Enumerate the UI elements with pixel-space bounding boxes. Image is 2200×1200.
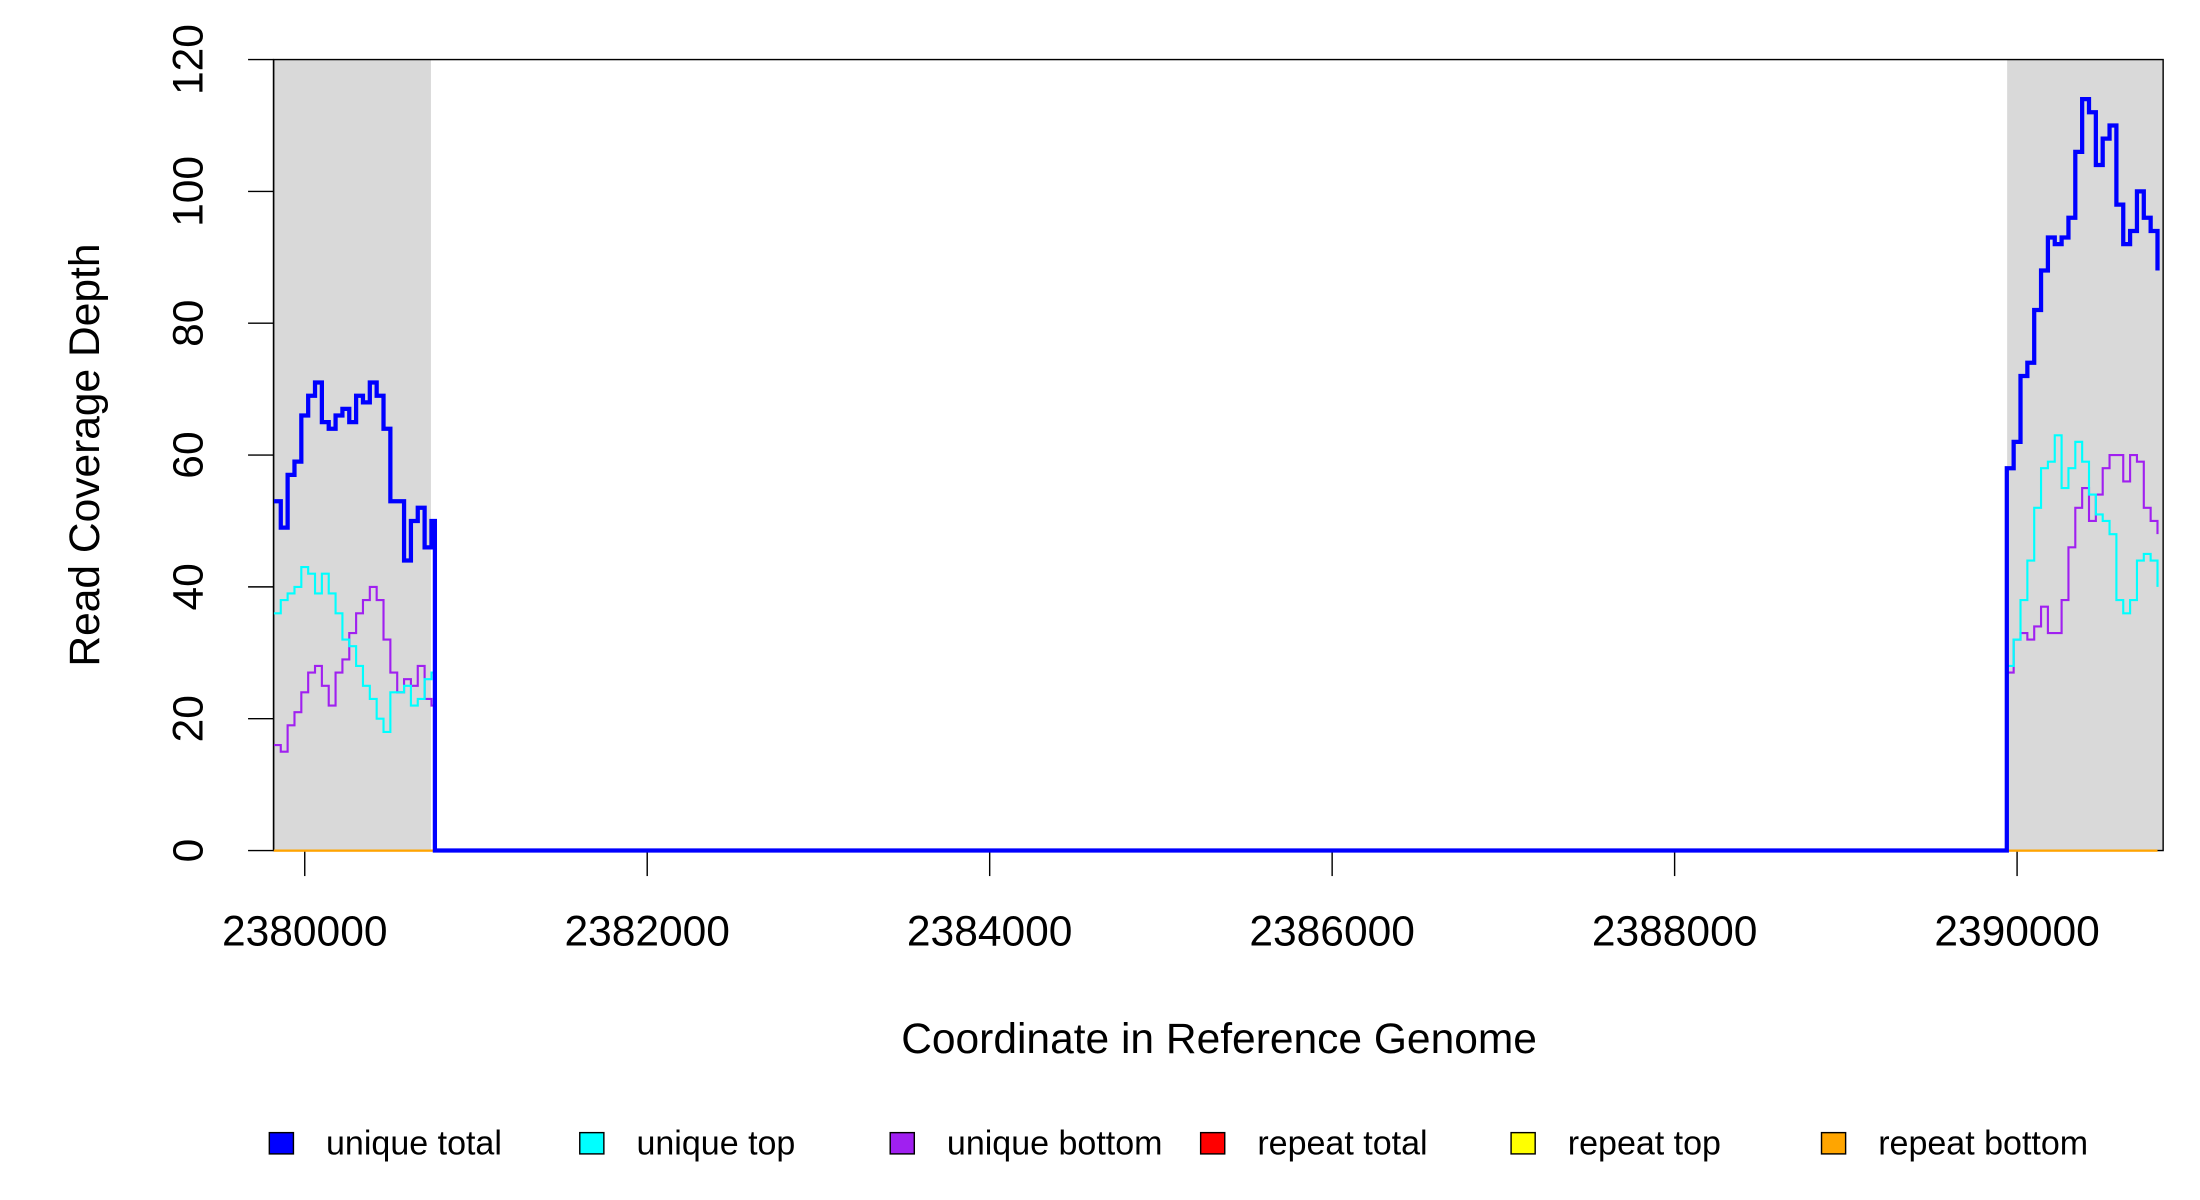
y-tick-label: 0	[166, 839, 213, 863]
coverage-line	[273, 453, 2159, 852]
plot-frame	[272, 58, 2164, 852]
legend-swatch	[1199, 1131, 1226, 1155]
highlight-region	[273, 59, 431, 851]
legend-label: repeat top	[1568, 1124, 1721, 1162]
legend-swatch	[1820, 1131, 1847, 1155]
legend-label: repeat bottom	[1878, 1124, 2088, 1162]
y-tick-label: 20	[166, 695, 213, 742]
x-tick-label: 2382000	[564, 908, 730, 955]
legend-swatch	[1510, 1131, 1536, 1155]
y-tick-label: 60	[166, 431, 213, 478]
legend-label: unique total	[326, 1124, 502, 1162]
legend-swatch	[889, 1131, 916, 1155]
x-tick-label: 2386000	[1249, 908, 1415, 955]
legend-swatch	[268, 1131, 295, 1155]
legend-swatch	[579, 1131, 605, 1155]
y-tick-label: 80	[166, 300, 213, 347]
x-tick-label: 2384000	[907, 908, 1073, 955]
legend-label: repeat total	[1257, 1124, 1427, 1162]
y-tick-label: 100	[166, 156, 213, 227]
coverage-line	[273, 96, 2160, 853]
legend-label: unique top	[636, 1124, 795, 1162]
x-tick-label: 2390000	[1934, 908, 2100, 955]
legend-label: unique bottom	[947, 1124, 1163, 1162]
x-axis-title: Coordinate in Reference Genome	[901, 1016, 1537, 1063]
coverage-line	[273, 434, 2159, 852]
x-tick-label: 2380000	[222, 908, 388, 955]
y-tick-label: 40	[166, 563, 213, 610]
highlight-region	[2007, 59, 2164, 851]
x-tick-label: 2388000	[1592, 908, 1758, 955]
y-tick-label: 120	[166, 24, 213, 95]
y-axis-title: Read Coverage Depth	[62, 244, 109, 667]
